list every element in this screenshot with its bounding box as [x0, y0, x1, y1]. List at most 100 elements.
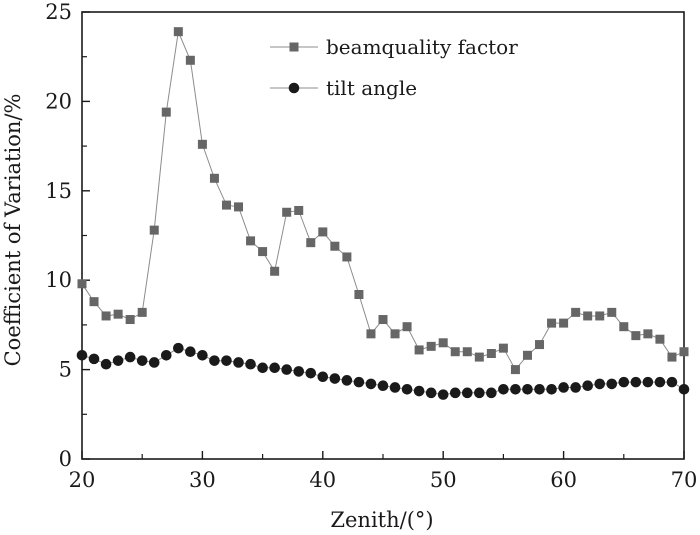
data-point-square	[535, 340, 545, 350]
data-point-square	[197, 139, 207, 149]
data-point-square	[270, 266, 280, 276]
data-point-circle	[185, 346, 196, 358]
data-point-circle	[293, 366, 305, 377]
data-point-circle	[389, 382, 401, 393]
data-point-square	[498, 343, 508, 353]
data-point-square	[342, 252, 352, 262]
data-point-circle	[245, 358, 256, 370]
data-point-circle	[534, 383, 545, 395]
data-point-circle	[365, 378, 377, 390]
data-point-circle	[486, 387, 497, 399]
data-point-circle	[642, 376, 654, 388]
tick-marks	[81, 11, 685, 460]
y-tick-label: 0	[59, 447, 72, 471]
y-axis-label: Coefficient of Variation/%	[1, 94, 25, 367]
data-point-square	[77, 279, 87, 289]
data-point-circle	[353, 376, 365, 388]
data-point-square	[631, 331, 641, 341]
data-point-circle	[88, 353, 100, 365]
legend: beamquality factor tilt angle	[270, 35, 518, 100]
data-point-square	[149, 225, 159, 235]
data-point-circle	[522, 383, 533, 395]
y-tick-label: 15	[45, 179, 72, 203]
data-point-square	[221, 200, 231, 210]
x-tick-label: 40	[309, 468, 336, 492]
data-point-circle	[341, 375, 353, 386]
data-point-square	[474, 352, 484, 362]
data-point-square	[173, 27, 183, 37]
data-point-square	[137, 307, 147, 317]
data-point-square	[486, 349, 496, 359]
x-tick-label: 50	[430, 468, 457, 492]
data-point-square	[402, 322, 412, 332]
data-point-circle	[329, 373, 341, 384]
data-point-square	[282, 207, 292, 217]
data-point-circle	[148, 357, 160, 368]
data-point-square	[462, 347, 472, 357]
data-point-square	[185, 55, 195, 65]
data-point-square	[294, 205, 304, 215]
data-point-square	[667, 352, 677, 362]
data-point-circle	[76, 349, 88, 361]
data-point-square	[643, 329, 653, 339]
legend-marker-square	[289, 42, 299, 52]
data-point-square	[679, 347, 689, 357]
data-point-square	[101, 311, 111, 321]
data-point-circle	[100, 358, 112, 370]
data-point-circle	[413, 385, 425, 397]
data-point-square	[125, 315, 135, 325]
series-markers	[76, 27, 690, 400]
data-point-circle	[209, 355, 220, 366]
data-point-square	[354, 290, 364, 300]
data-point-circle	[654, 376, 666, 388]
data-point-circle	[160, 349, 172, 361]
data-point-square	[571, 307, 581, 317]
data-point-circle	[618, 376, 630, 388]
legend-label: beamquality factor	[326, 35, 518, 59]
data-point-square	[234, 202, 244, 212]
data-point-circle	[570, 382, 581, 393]
data-point-square	[510, 365, 520, 375]
data-point-square	[559, 318, 569, 328]
data-point-square	[113, 309, 123, 319]
data-point-square	[378, 315, 388, 325]
data-point-circle	[474, 387, 485, 399]
data-point-circle	[425, 387, 437, 399]
data-point-square	[414, 345, 424, 355]
data-point-square	[390, 329, 400, 339]
data-point-circle	[173, 342, 184, 354]
data-point-square	[438, 338, 448, 348]
data-point-square	[258, 247, 268, 257]
data-point-circle	[401, 383, 413, 395]
data-point-circle	[269, 362, 280, 374]
data-point-square	[366, 329, 376, 339]
y-tick-label: 5	[59, 358, 72, 382]
x-axis-label: Zenith/(°)	[330, 508, 433, 532]
data-point-square	[619, 322, 629, 332]
x-tick-label: 30	[189, 468, 216, 492]
y-tick-label: 25	[45, 0, 72, 24]
data-point-circle	[449, 387, 461, 399]
data-point-circle	[666, 376, 678, 388]
data-point-square	[450, 347, 460, 357]
legend-marker-circle	[288, 82, 300, 94]
data-point-square	[318, 227, 328, 237]
data-point-circle	[546, 383, 557, 395]
x-tick-label: 70	[671, 468, 698, 492]
data-point-circle	[594, 378, 606, 390]
data-point-circle	[281, 364, 292, 375]
x-tick-label: 60	[550, 468, 577, 492]
data-point-square	[583, 311, 593, 321]
data-point-circle	[498, 383, 509, 395]
data-point-circle	[257, 362, 268, 374]
y-tick-label: 10	[45, 268, 72, 292]
data-point-circle	[510, 383, 521, 395]
x-tick-label: 20	[69, 468, 96, 492]
data-point-square	[595, 311, 605, 321]
data-point-square	[161, 107, 171, 117]
data-point-circle	[377, 380, 389, 391]
data-point-circle	[606, 378, 618, 390]
data-point-square	[655, 334, 665, 344]
data-point-circle	[317, 371, 329, 383]
